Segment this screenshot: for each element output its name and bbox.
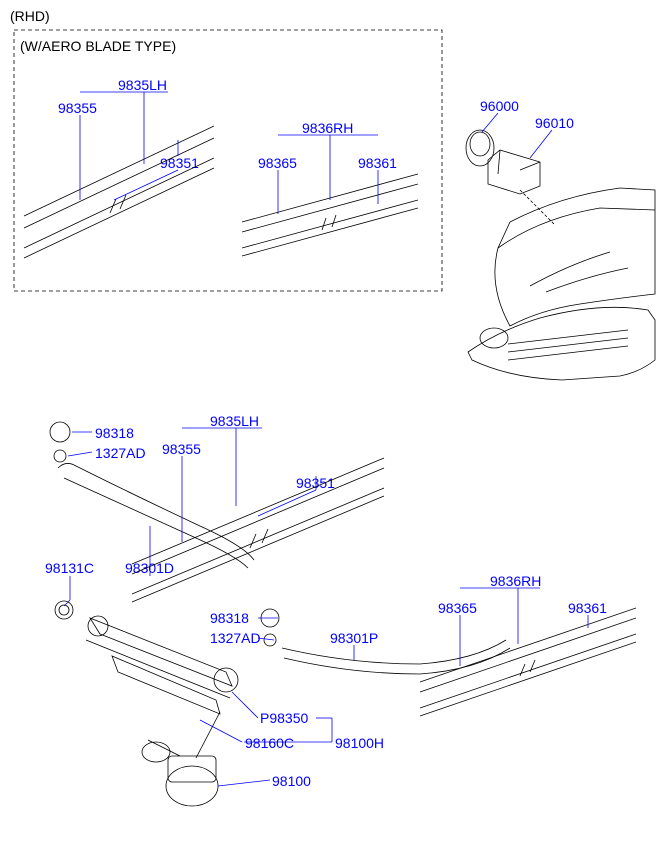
label-98355-mid[interactable]: 98355 <box>162 441 201 457</box>
wiper-arm-passenger <box>261 609 510 674</box>
label-9836rh-low[interactable]: 9836RH <box>490 573 541 589</box>
label-98318-mid[interactable]: 98318 <box>95 425 134 441</box>
label-98351-top[interactable]: 98351 <box>160 155 199 171</box>
label-98131c[interactable]: 98131C <box>45 560 94 576</box>
mid-blades <box>132 458 384 602</box>
label-98160c[interactable]: 98160C <box>245 735 294 751</box>
lower-right-blades <box>420 608 636 716</box>
wiper-arm-driver <box>50 422 254 568</box>
label-98365-low[interactable]: 98365 <box>438 600 477 616</box>
label-p98350[interactable]: P98350 <box>260 710 308 726</box>
label-9835lh-top[interactable]: 9835LH <box>118 77 167 93</box>
label-1327ad-mid[interactable]: 1327AD <box>95 445 146 461</box>
top-left-blades <box>24 126 214 258</box>
label-98351-mid[interactable]: 98351 <box>296 475 335 491</box>
label-1327ad-low[interactable]: 1327AD <box>210 630 261 646</box>
label-98361-top[interactable]: 98361 <box>358 155 397 171</box>
label-98365-top[interactable]: 98365 <box>258 155 297 171</box>
top-right-blades <box>242 174 418 256</box>
label-98318-low[interactable]: 98318 <box>210 610 249 626</box>
label-98355-top[interactable]: 98355 <box>58 100 97 116</box>
label-98100h[interactable]: 98100H <box>335 735 384 751</box>
rain-sensor <box>466 130 540 194</box>
label-98301p[interactable]: 98301P <box>330 630 378 646</box>
rhd-label: (RHD) <box>10 8 50 24</box>
aero-label: (W/AERO BLADE TYPE) <box>20 38 176 54</box>
label-98100[interactable]: 98100 <box>272 773 311 789</box>
car-outline <box>468 188 655 380</box>
label-96010[interactable]: 96010 <box>535 115 574 131</box>
label-96000[interactable]: 96000 <box>480 98 519 114</box>
label-9836rh-top[interactable]: 9836RH <box>302 120 353 136</box>
label-9835lh-mid[interactable]: 9835LH <box>210 413 259 429</box>
wiper-motor <box>142 740 218 806</box>
label-98301d[interactable]: 98301D <box>125 560 174 576</box>
label-98361-low[interactable]: 98361 <box>568 600 607 616</box>
